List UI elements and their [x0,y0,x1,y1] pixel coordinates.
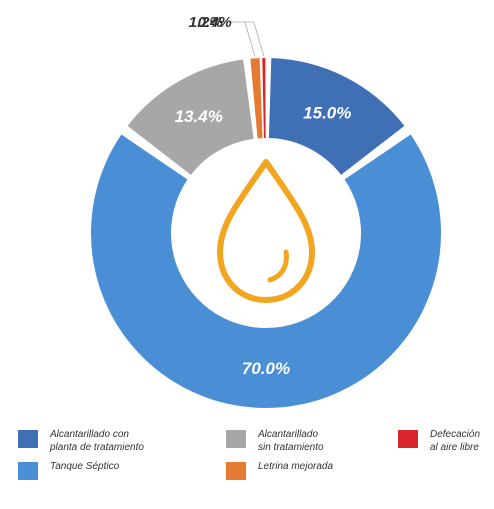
legend-label: Alcantarillado sin tratamiento [258,428,324,454]
donut-slice [90,134,441,409]
legend-swatch [18,462,38,480]
legend-label-line: Tanque Séptico [50,461,120,472]
leader-line [235,21,265,57]
data-label: 13.4% [175,107,223,126]
legend-item-letrina: Letrina mejorada [226,460,333,480]
legend-label-line: Alcantarillado con [50,429,129,440]
legend-label: Letrina mejorada [258,460,333,473]
legend-label: Defecación al aire libre [430,428,480,454]
data-label: 15.0% [303,104,351,123]
water-drop-icon [217,159,315,303]
donut-slice [268,58,405,175]
data-labels: 15.0% 70.0% 13.4% 1.2%0.4% [175,14,352,378]
leader-lines [226,21,265,57]
legend-item-defecacion: Defecación al aire libre [398,428,494,454]
legend-label: Alcantarillado con planta de tratamiento [50,428,144,454]
legend-swatch [398,430,418,448]
legend-label-line: al aire libre [430,442,479,453]
legend-label-line: Defecación [430,429,481,440]
legend-swatch [226,462,246,480]
legend-label: Tanque Séptico [50,460,119,473]
legend-label-line: Alcantarillado [258,429,319,440]
data-label: 1.2% [189,14,223,31]
legend-item-alcantarillado-planta: Alcantarillado con planta de tratamiento [18,428,144,454]
donut-slices [90,58,441,409]
legend-item-alcantarillado-sin: Alcantarillado sin tratamiento [226,428,324,454]
legend-swatch [226,430,246,448]
legend: Alcantarillado con planta de tratamiento… [0,402,494,509]
legend-swatch [18,430,38,448]
data-label: 0.4% [198,14,232,31]
donut-slice [262,58,266,139]
donut-slice [127,59,254,175]
legend-label-line: planta de tratamiento [50,442,144,453]
legend-item-tanque-septico: Tanque Séptico [18,460,119,480]
data-label: 70.0% [242,359,290,378]
donut-slice [250,58,263,139]
legend-label-line: Letrina mejorada [258,461,334,472]
legend-label-line: sin tratamiento [258,442,324,453]
